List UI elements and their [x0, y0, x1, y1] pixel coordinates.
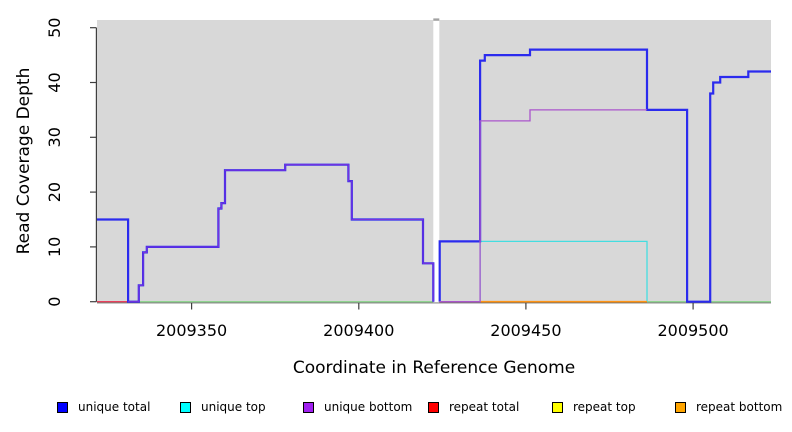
coverage-gap-band	[433, 20, 440, 303]
y-tick-label: 30	[45, 127, 64, 147]
x-tick-label: 2009450	[490, 321, 561, 340]
y-tick-label: 40	[45, 72, 64, 92]
y-tick-label: 10	[45, 237, 64, 257]
x-tick-label: 2009400	[323, 321, 394, 340]
series-unique-bottom-left-overlay	[128, 164, 434, 303]
y-axis-label: Read Coverage Depth	[14, 67, 34, 255]
gap-top-mark	[433, 18, 440, 21]
x-tick-label: 2009350	[156, 321, 227, 340]
series-unique-total-right	[438, 48, 771, 303]
series-unique-bottom-right	[439, 109, 647, 303]
y-tick-label: 20	[45, 182, 64, 202]
y-tick-label: 50	[45, 18, 64, 38]
y-tick-label: 0	[45, 297, 64, 307]
x-axis-label: Coordinate in Reference Genome	[292, 358, 576, 378]
x-tick-label: 2009500	[657, 321, 728, 340]
